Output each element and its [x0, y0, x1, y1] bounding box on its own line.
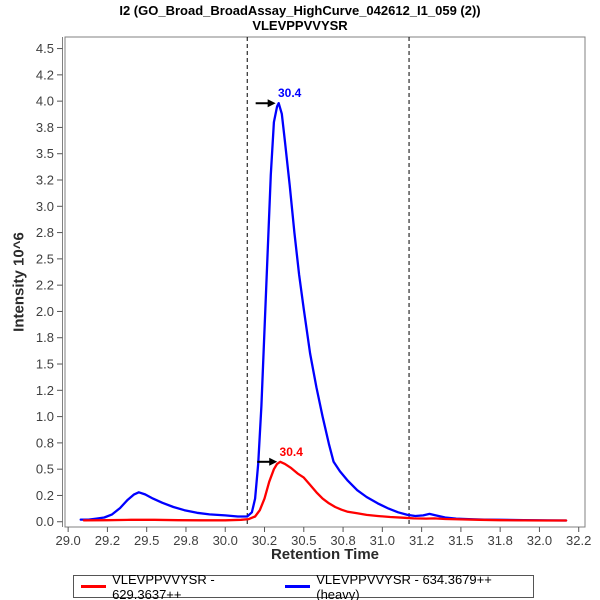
- y-tick-label: 3.0: [36, 199, 54, 214]
- legend-item-heavy: VLEVPPVVYSR - 634.3679++ (heavy): [285, 572, 523, 600]
- x-tick-label: 29.5: [134, 533, 159, 548]
- x-tick-label: 32.0: [527, 533, 552, 548]
- y-tick-label: 0.5: [36, 462, 54, 477]
- peak-arrow-head-icon: [269, 457, 278, 466]
- y-tick-label: 2.5: [36, 251, 54, 266]
- x-tick-label: 30.2: [252, 533, 277, 548]
- x-tick-label: 29.0: [55, 533, 80, 548]
- y-axis-title: Intensity 10^6: [10, 232, 28, 332]
- legend-item-light: VLEVPPVVYSR - 629.3637++: [81, 572, 275, 600]
- y-tick-label: 4.0: [36, 94, 54, 109]
- y-tick-label: 1.0: [36, 409, 54, 424]
- y-tick-label: 0.8: [36, 435, 54, 450]
- y-tick-label: 1.5: [36, 357, 54, 372]
- chart-title-line2: VLEVPPVVYSR: [252, 18, 348, 33]
- chart-title-line1: I2 (GO_Broad_BroadAssay_HighCurve_042612…: [119, 3, 481, 18]
- y-tick-label: 2.2: [36, 278, 54, 293]
- y-tick-label: 4.2: [36, 67, 54, 82]
- x-tick-label: 30.8: [330, 533, 355, 548]
- plot-frame: [64, 36, 586, 528]
- y-tick-label: 2.8: [36, 225, 54, 240]
- trace-heavy[interactable]: [79, 102, 568, 522]
- legend: VLEVPPVVYSR - 629.3637++ VLEVPPVVYSR - 6…: [73, 572, 534, 600]
- y-tick-label: 2.0: [36, 304, 54, 319]
- chart-title: I2 (GO_Broad_BroadAssay_HighCurve_042612…: [0, 3, 600, 33]
- x-axis-title: Retention Time: [270, 546, 380, 563]
- peak-rt-label: 30.4: [278, 86, 302, 100]
- peak-rt-label: 30.4: [280, 445, 304, 459]
- peak-arrow-head-icon: [267, 99, 276, 108]
- x-tick-label: 31.8: [488, 533, 513, 548]
- y-tick-label: 4.5: [36, 41, 54, 56]
- legend-line-swatch-heavy: [285, 585, 311, 588]
- x-tick-label: 30.5: [291, 533, 316, 548]
- x-tick-label: 31.5: [448, 533, 473, 548]
- x-tick-label: 32.2: [566, 533, 591, 548]
- y-tick-label: 1.8: [36, 330, 54, 345]
- x-tick-label: 29.2: [95, 533, 120, 548]
- x-tick-label: 31.0: [370, 533, 395, 548]
- y-tick-label: 1.2: [36, 383, 54, 398]
- y-tick-label: 0.0: [36, 514, 54, 529]
- x-tick-label: 31.2: [409, 533, 434, 548]
- y-tick-label: 3.8: [36, 120, 54, 135]
- y-tick-label: 0.2: [36, 488, 54, 503]
- y-tick-label: 3.2: [36, 173, 54, 188]
- trace-light[interactable]: [82, 460, 568, 522]
- legend-line-swatch-light: [81, 585, 107, 588]
- legend-label-light: VLEVPPVVYSR - 629.3637++: [112, 571, 215, 600]
- y-tick-label: 3.5: [36, 146, 54, 161]
- x-tick-label: 29.8: [173, 533, 198, 548]
- x-tick-label: 30.0: [213, 533, 238, 548]
- legend-label-heavy: VLEVPPVVYSR - 634.3679++ (heavy): [316, 571, 492, 600]
